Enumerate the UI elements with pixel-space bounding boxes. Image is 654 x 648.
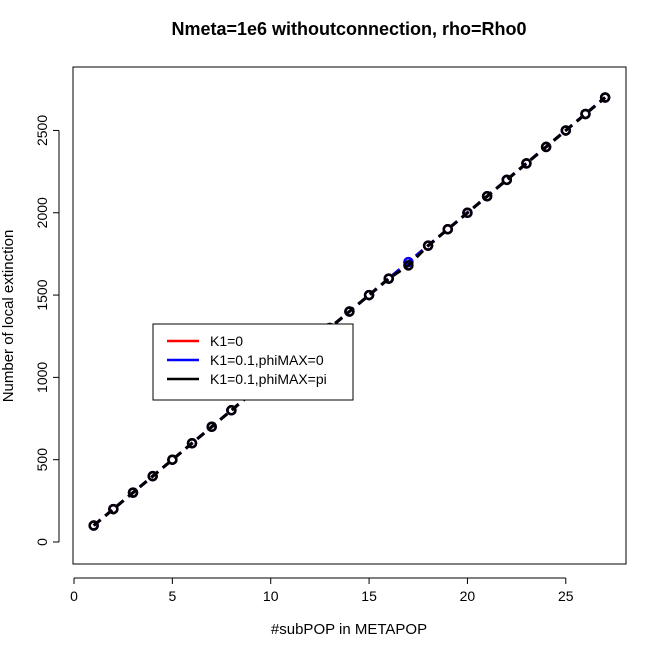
data-point [560,125,572,136]
plot-frame [72,66,627,565]
data-point [108,503,119,515]
series-layer [88,92,611,531]
data-point [88,520,99,531]
data-point [580,108,591,120]
data-point [363,289,375,301]
legend-entry: K1=0 [210,333,243,349]
x-tick-label: 10 [263,588,279,604]
data-point [599,92,611,103]
y-tick-label: 0 [34,538,50,546]
y-tick-label: 1000 [34,362,50,393]
data-point [344,306,355,317]
data-point [403,260,414,271]
legend-entry: K1=0.1,phiMAX=pi [210,371,327,387]
data-point [481,191,493,202]
data-point [501,174,513,186]
data-point [521,158,532,169]
data-point [226,405,237,416]
y-tick-label: 1500 [34,279,50,310]
data-point [422,240,434,251]
chart-title: Nmeta=1e6 withoutconnection, rho=Rho0 [171,19,526,39]
data-point [383,273,394,284]
legend: K1=0 K1=0.1,phiMAX=0 K1=0.1,phiMAX=pi [152,323,354,401]
x-tick-label: 0 [70,588,78,604]
data-point [442,223,454,235]
data-point [462,207,473,219]
y-tick-label: 2500 [34,115,50,146]
x-axis-label: #subPOP in METAPOP [271,621,427,638]
data-point [127,487,139,498]
data-point [206,421,217,433]
y-tick-label: 500 [34,448,50,472]
data-point [167,454,178,465]
legend-box [152,323,354,401]
x-tick-label: 20 [460,588,476,604]
y-axis-label: Number of local extinction [0,230,17,403]
data-point [186,437,198,449]
x-tick-label: 25 [558,588,574,604]
y-tick-label: 2000 [34,197,50,228]
legend-entry: K1=0.1,phiMAX=0 [210,352,324,368]
x-axis: 0 5 10 15 20 25 [70,577,574,604]
x-tick-label: 5 [168,588,176,604]
y-axis: 0 500 1000 1500 2000 2500 [34,115,60,546]
series-line [92,96,607,527]
data-point [540,141,552,153]
x-tick-label: 15 [361,588,377,604]
data-point [147,470,158,482]
